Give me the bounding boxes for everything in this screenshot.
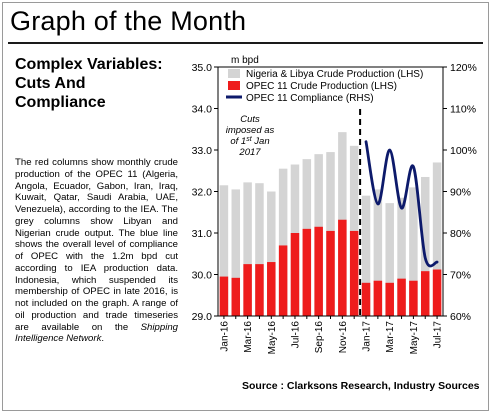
annotation-line-2: imposed as [226,125,275,136]
grey-bar-jan-16 [219,185,229,316]
heading-line-2: Cuts And [15,75,86,92]
x-tick-label: Mar-17 [385,321,396,353]
body-end-text: . [101,333,105,345]
x-tick-label: May-17 [409,321,420,355]
red-bar-aug-16 [302,228,312,316]
x-tick-label: Jan-16 [219,321,230,352]
grey-bar-apr-16 [255,183,264,316]
red-bar-nov-16 [338,219,347,316]
red-bar-may-17 [409,280,418,316]
annotation-line-3: of 1st Jan [230,136,269,147]
grey-bar-feb-17 [373,189,383,316]
y-tick-label-right: 70% [450,270,471,282]
grey-bar-may-16 [267,191,276,316]
red-bar-oct-16 [326,230,335,316]
grey-bar-jan-17 [361,195,371,316]
y-axis-unit-label: m bpd [231,55,259,66]
red-bar-jan-16 [219,276,229,316]
annotation-line-4: 2017 [238,147,261,158]
article-body: The red columns show monthly crude produ… [15,157,178,345]
red-bar-apr-16 [255,264,264,316]
body-main-text: The red columns show monthly crude produ… [15,157,178,333]
grey-bar-feb-16 [231,189,241,316]
title-divider [8,42,483,44]
grey-bar-jun-17 [420,176,430,316]
annotation-line-1: Cuts [240,114,260,125]
red-bar-jun-17 [420,271,430,316]
red-bar-sep-16 [314,226,323,316]
x-tick-label: Nov-16 [338,321,349,354]
grey-bar-mar-16 [243,182,252,316]
legend-label-grey: Nigeria & Libya Crude Production (LHS) [246,69,423,80]
y-tick-label-left: 34.0 [192,104,213,116]
y-tick-label-left: 33.0 [192,145,213,157]
y-tick-label-right: 110% [450,104,476,116]
red-bar-apr-17 [397,278,406,316]
grey-bar-may-17 [409,187,418,316]
red-bar-dec-16 [349,230,359,316]
y-tick-label-left: 30.0 [192,270,213,282]
x-tick-label: Mar-16 [243,321,254,353]
page-title: Graph of the Month [10,6,247,36]
red-bar-mar-17 [385,282,394,316]
heading-line-1: Complex Variables: [15,56,163,73]
legend-label-red: OPEC 11 Crude Production (LHS) [246,81,397,92]
red-bar-feb-16 [231,277,241,316]
source-note: Source : Clarksons Research, Industry So… [242,380,480,392]
red-bar-jul-16 [290,233,300,316]
grey-bar-apr-17 [397,197,406,316]
legend-swatch-grey [228,69,240,78]
shipping-intelligence-link[interactable]: Shipping Intelligence Network [15,321,178,345]
y-tick-label-right: 90% [450,187,471,199]
heading-line-3: Compliance [15,94,106,111]
grey-bar-jun-16 [278,168,288,316]
legend-label-blue: OPEC 11 Compliance (RHS) [246,93,374,104]
red-bar-may-16 [267,262,276,316]
x-tick-label: Sep-16 [314,321,325,354]
red-bar-jan-17 [361,282,371,316]
legend-swatch-red [228,81,240,90]
y-tick-label-left: 32.0 [192,187,213,199]
compliance-series-line [364,140,439,268]
grey-bar-jul-17 [432,162,442,316]
x-tick-label: Jul-16 [290,321,301,349]
y-tick-label-left: 31.0 [192,228,213,240]
x-tick-label: Jan-17 [362,321,373,352]
x-tick-label: May-16 [267,321,278,355]
x-tick-label: Jul-17 [433,321,444,349]
y-tick-label-right: 100% [450,145,477,157]
y-tick-label-right: 60% [450,311,471,323]
y-tick-label-left: 35.0 [192,62,213,74]
y-tick-label-right: 120% [450,62,477,74]
article-heading: Complex Variables: Cuts And Compliance [15,55,180,112]
red-bar-mar-16 [243,264,252,316]
red-bar-feb-17 [373,280,383,316]
grey-bar-mar-17 [385,203,394,316]
y-tick-label-left: 29.0 [192,311,213,323]
red-bar-jul-17 [432,269,442,316]
y-tick-label-right: 80% [450,228,471,240]
red-bar-jun-16 [278,245,288,316]
